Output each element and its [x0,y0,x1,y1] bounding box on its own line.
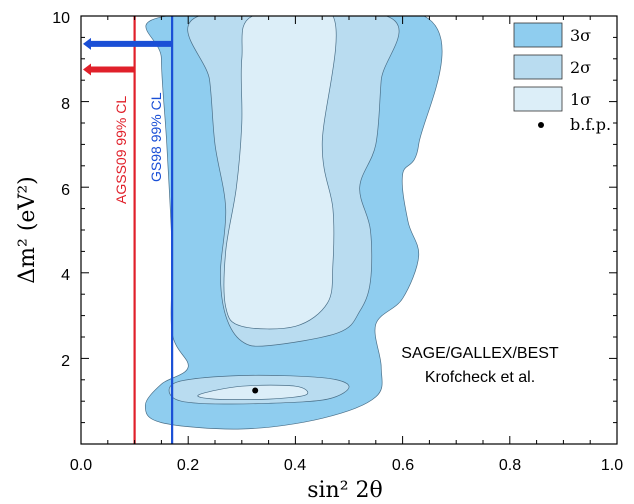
legend-label-bfp: b.f.p. [570,115,611,134]
best-fit-point [252,387,259,394]
exclusion-limits: AGSS09 99% CL GS98 99% CL [83,16,174,444]
x-tick-label: 0.6 [392,457,414,474]
experiment-annotation-line1: SAGE/GALLEX/BEST [401,345,559,362]
legend-swatch-2sigma [513,54,563,80]
gs98-arrow [83,37,173,50]
axis-ticks [80,15,618,445]
legend-label-2sigma: 2σ [570,58,591,77]
agss09-cl-label: AGSS09 99% CL [113,96,129,204]
x-tick-label: 0.8 [499,457,521,474]
contour-1sigma-island [197,384,309,400]
y-tick-label: 8 [61,96,70,113]
legend-swatch-3sigma [513,22,563,48]
legend-bfp-marker [538,122,544,128]
y-tick-label: 2 [61,353,70,370]
legend: 3σ 2σ 1σ b.f.p. [513,22,611,134]
y-tick-label: 6 [61,182,70,199]
x-tick-label: 1.0 [601,457,623,474]
experiment-annotation-line2: Krofcheck et al. [425,369,535,386]
legend-label-3sigma: 3σ [570,26,591,45]
y-tick-label: 4 [61,267,70,284]
y-tick-label: 10 [52,10,70,27]
x-tick-label: 0.2 [177,457,199,474]
contour-1sigma-region [223,16,337,330]
legend-label-1sigma: 1σ [570,90,591,109]
y-axis-title: Δm² (eV²) [15,176,40,283]
x-tick-label: 0.0 [70,457,92,474]
x-axis-title: sin² 2θ [307,478,383,503]
agss09-arrow [83,63,135,76]
gs98-cl-label: GS98 99% CL [148,92,164,182]
legend-swatch-1sigma [513,86,563,112]
contour-regions [144,16,443,430]
x-tick-label: 0.4 [284,457,306,474]
